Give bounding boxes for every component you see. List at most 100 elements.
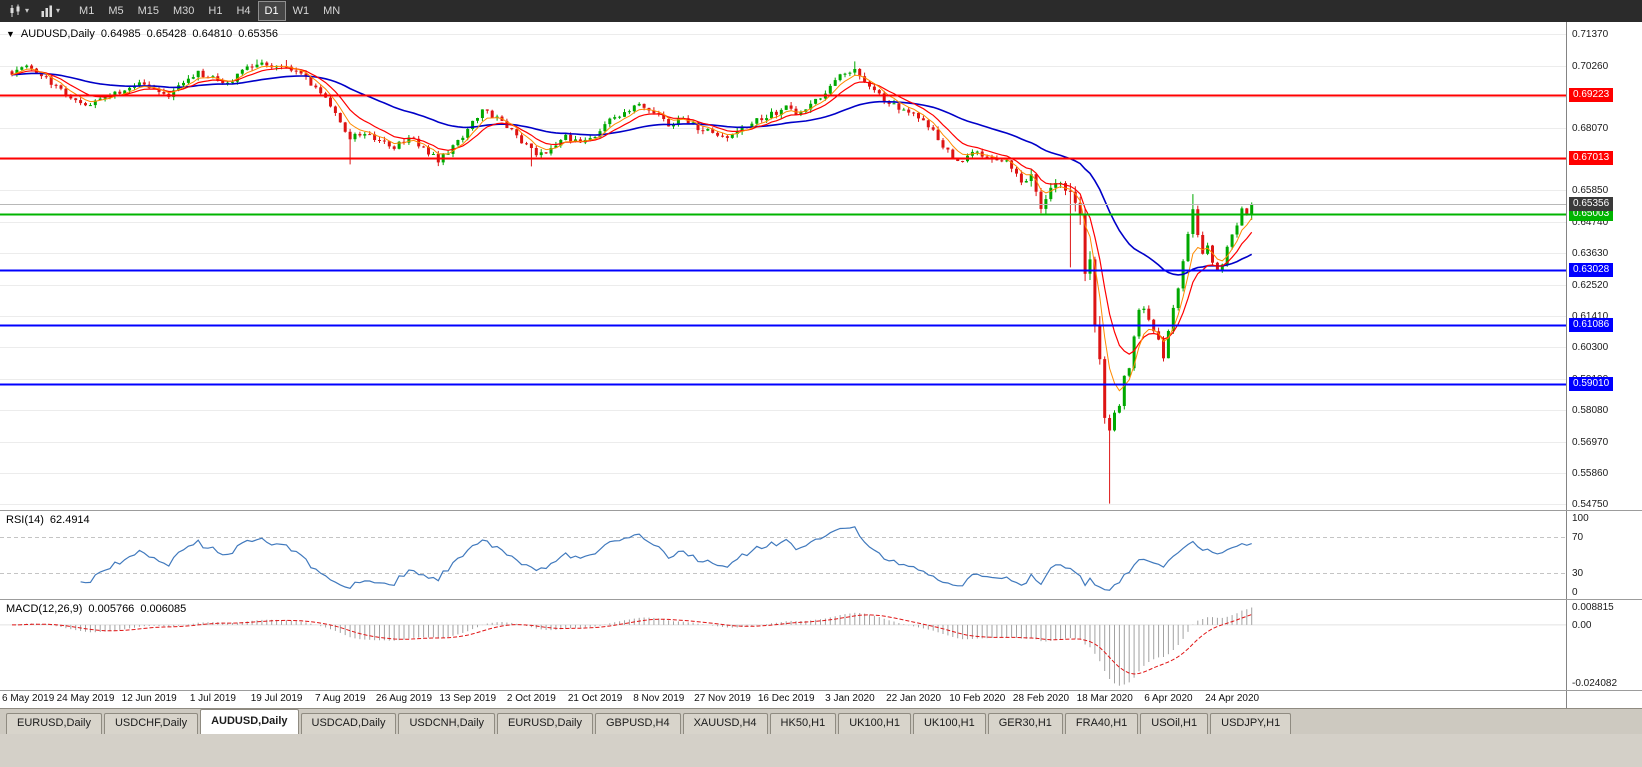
date-label: 18 Mar 2020 xyxy=(1076,693,1133,704)
macd-indicator-label: MACD(12,26,9) 0.005766 0.006085 xyxy=(6,603,186,615)
chart-tab-usdchf-daily[interactable]: USDCHF,Daily xyxy=(103,713,199,734)
chart-plot-area[interactable]: ▼ AUDUSD,Daily 0.64985 0.65428 0.64810 0… xyxy=(0,22,1566,708)
price-tick-label: 0.68070 xyxy=(1572,122,1609,134)
chevron-down-icon: ▾ xyxy=(25,6,30,15)
macd-scale-label: -0.024082 xyxy=(1572,678,1618,689)
timeframe-button-m30[interactable]: M30 xyxy=(173,5,195,17)
ma-fast-line xyxy=(11,65,1253,392)
price-tick-label: 0.60300 xyxy=(1572,342,1609,354)
date-label: 8 Nov 2019 xyxy=(633,693,685,704)
date-label: 21 Oct 2019 xyxy=(567,693,623,704)
chevron-down-icon: ▾ xyxy=(56,6,61,15)
timeframe-button-h4[interactable]: H4 xyxy=(236,5,251,17)
chart-menu-button[interactable]: ▾ xyxy=(35,2,65,20)
date-label: 27 Nov 2019 xyxy=(694,693,751,704)
price-tick-label: 0.61410 xyxy=(1572,311,1609,323)
rsi-scale-label: 0 xyxy=(1572,587,1578,598)
price-axis[interactable]: 0.713700.702600.691500.680700.669600.658… xyxy=(1566,22,1642,708)
date-label: 24 May 2019 xyxy=(56,693,115,704)
rsi-name: RSI(14) xyxy=(6,514,44,526)
bar-chart-icon xyxy=(40,4,54,18)
macd-signal-line xyxy=(12,614,1252,675)
ohlc-close-value: 0.65356 xyxy=(238,28,278,40)
ohlc-open-value: 0.64985 xyxy=(100,28,141,40)
level-price-label: 0.67013 xyxy=(1569,150,1614,165)
current-price-label: 0.65356 xyxy=(1569,197,1614,212)
chart-window: ▼ AUDUSD,Daily 0.64985 0.65428 0.64810 0… xyxy=(0,22,1642,708)
chart-tab-ger30-h1[interactable]: GER30,H1 xyxy=(987,713,1063,734)
chart-symbol-label: AUDUSD,Daily xyxy=(20,28,95,40)
top-toolbar: ▾ ▾ M1 M5 M15 M30 H1 H4 D1 W1 MN xyxy=(0,0,1642,22)
date-label: 6 Apr 2020 xyxy=(1144,693,1193,704)
time-axis[interactable]: 6 May 2019 24 May 2019 12 Jun 2019 1 Jul 20… xyxy=(0,691,1566,708)
price-tick-label: 0.65850 xyxy=(1572,185,1609,197)
chart-tab-usoil-h1[interactable]: USOil,H1 xyxy=(1140,713,1209,734)
rsi-scale-label: 70 xyxy=(1572,532,1584,544)
level-price-label: 0.69223 xyxy=(1569,88,1614,102)
ohlc-high-value: 0.65428 xyxy=(146,28,187,40)
date-label: 24 Apr 2020 xyxy=(1205,693,1260,704)
price-tick-label: 0.71370 xyxy=(1572,29,1609,41)
date-label: 12 Jun 2019 xyxy=(121,693,177,704)
macd-signal-value: 0.006085 xyxy=(140,603,187,615)
date-label: 13 Sep 2019 xyxy=(439,693,497,704)
candlestick-chart-icon xyxy=(9,4,23,18)
date-label: 16 Dec 2019 xyxy=(757,693,815,704)
macd-histogram xyxy=(16,607,1253,686)
rsi-scale-label: 30 xyxy=(1572,567,1584,579)
chart-tab-eurusd-daily[interactable]: EURUSD,Daily xyxy=(6,713,102,734)
chart-tab-audusd-daily[interactable]: AUDUSD,Daily xyxy=(200,709,299,734)
chart-tab-usdcnh-daily[interactable]: USDCNH,Daily xyxy=(398,713,496,734)
chart-tab-gbpusd-h4[interactable]: GBPUSD,H4 xyxy=(595,713,681,734)
chart-tab-hk50-h1[interactable]: HK50,H1 xyxy=(769,713,837,734)
price-tick-label: 0.64740 xyxy=(1572,216,1609,228)
pane-separator[interactable] xyxy=(0,599,1642,600)
ma-mid-line xyxy=(11,67,1253,355)
timeframe-button-w1[interactable]: W1 xyxy=(292,5,310,17)
chart-tab-usdjpy-h1[interactable]: USDJPY,H1 xyxy=(1210,713,1292,734)
price-tick-label: 0.63630 xyxy=(1572,248,1609,260)
ohlc-low-value: 0.64810 xyxy=(192,28,233,40)
date-label: 1 Jul 2019 xyxy=(189,693,236,704)
chart-type-button[interactable]: ▾ xyxy=(4,2,34,20)
level-price-label: 0.63028 xyxy=(1569,263,1614,278)
chart-tab-eurusd-daily[interactable]: EURUSD,Daily xyxy=(497,713,593,734)
level-price-label: 0.61086 xyxy=(1569,318,1614,333)
chart-tab-uk100-h1[interactable]: UK100,H1 xyxy=(912,713,986,734)
date-label: 22 Jan 2020 xyxy=(886,693,942,704)
price-tick-label: 0.70260 xyxy=(1572,60,1609,72)
macd-pane[interactable] xyxy=(0,600,1566,690)
status-area xyxy=(0,734,1642,767)
price-tick-label: 0.62520 xyxy=(1572,279,1609,291)
price-tick-label: 0.56970 xyxy=(1572,436,1609,448)
timeframe-button-m15[interactable]: M15 xyxy=(137,5,159,17)
rsi-scale-label: 100 xyxy=(1572,513,1589,524)
chart-tab-xauusd-h4[interactable]: XAUUSD,H4 xyxy=(682,713,768,734)
chart-tab-usdcad-daily[interactable]: USDCAD,Daily xyxy=(300,713,397,734)
macd-main-value: 0.005766 xyxy=(88,603,135,615)
price-tick-label: 0.58080 xyxy=(1572,405,1609,417)
main-price-pane[interactable] xyxy=(0,22,1566,511)
date-label: 2 Oct 2019 xyxy=(506,693,556,704)
macd-scale-label: 0.008815 xyxy=(1572,602,1614,613)
macd-scale-label: 0.00 xyxy=(1572,619,1592,631)
pane-separator[interactable] xyxy=(0,510,1642,511)
macd-name: MACD(12,26,9) xyxy=(6,603,83,615)
rsi-indicator-label: RSI(14) 62.4914 xyxy=(6,514,90,526)
chart-title: ▼ AUDUSD,Daily 0.64985 0.65428 0.64810 0… xyxy=(6,28,278,41)
timeframe-button-m1[interactable]: M1 xyxy=(79,5,95,17)
rsi-value: 62.4914 xyxy=(49,514,90,526)
pane-separator[interactable] xyxy=(0,690,1642,691)
timeframe-button-d1[interactable]: D1 xyxy=(257,1,286,21)
candles xyxy=(10,59,1254,504)
rsi-pane[interactable] xyxy=(0,511,1566,599)
ma-slow-line xyxy=(11,72,1253,276)
date-label: 19 Jul 2019 xyxy=(250,693,303,704)
date-label: 10 Feb 2020 xyxy=(949,693,1006,704)
chart-tabs-bar: EURUSD,Daily USDCHF,Daily AUDUSD,Daily USDC… xyxy=(0,708,1642,734)
chart-tab-fra40-h1[interactable]: FRA40,H1 xyxy=(1064,713,1139,734)
timeframe-button-mn[interactable]: MN xyxy=(323,5,341,17)
timeframe-button-m5[interactable]: M5 xyxy=(108,5,124,17)
timeframe-button-h1[interactable]: H1 xyxy=(208,5,223,17)
chart-tab-uk100-h1[interactable]: UK100,H1 xyxy=(838,713,911,734)
